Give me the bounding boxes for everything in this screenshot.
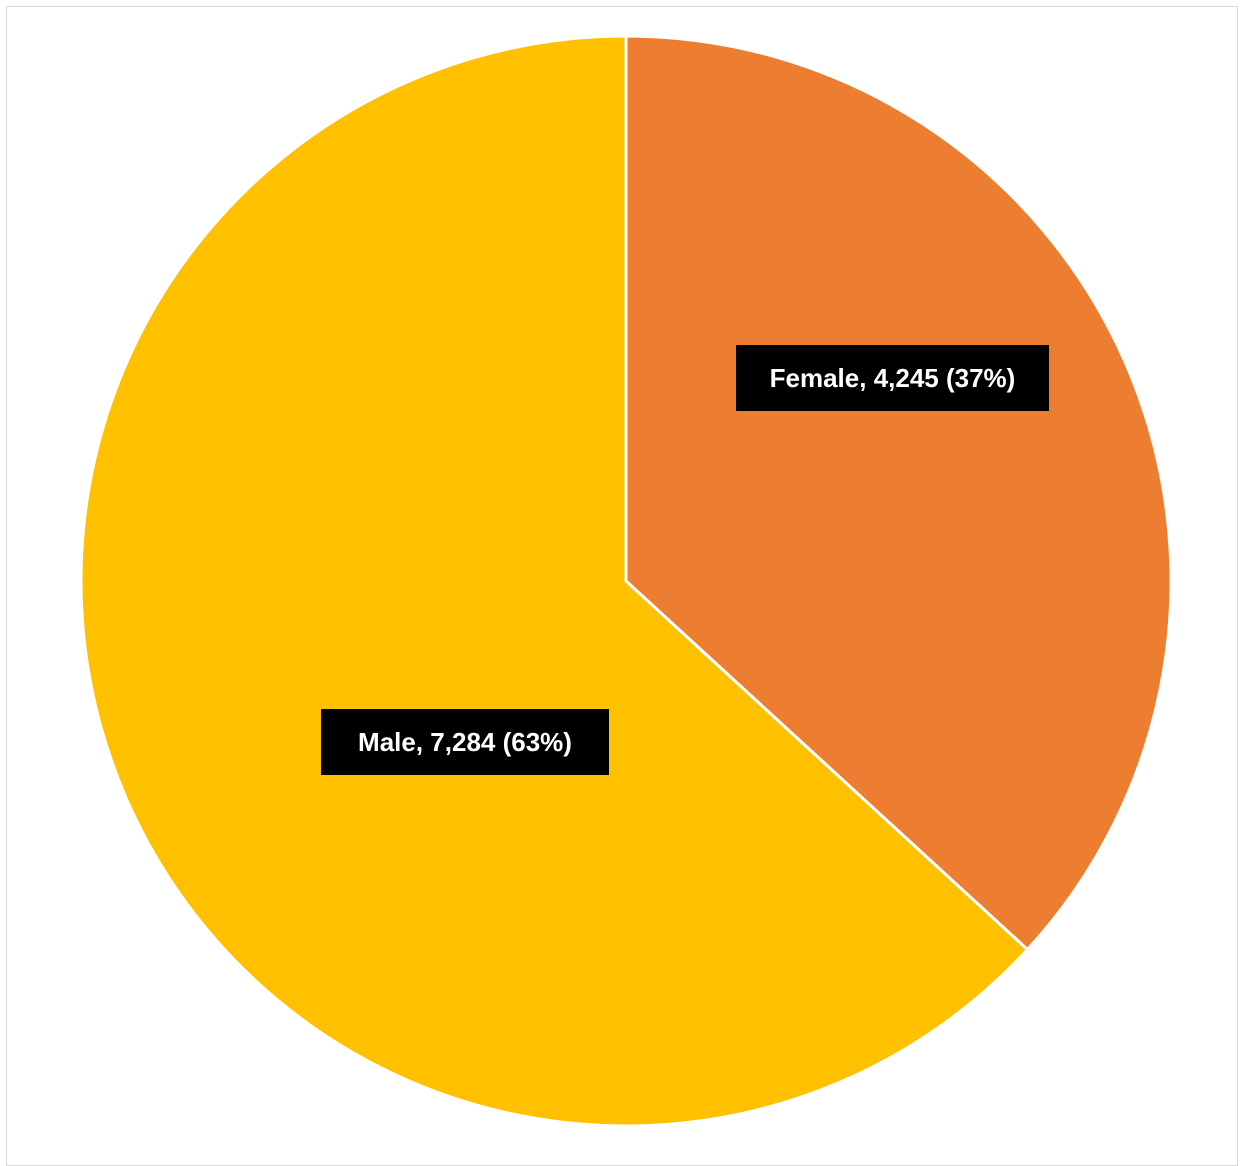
data-label-box bbox=[321, 709, 609, 775]
data-label-female: Female, 4,245 (37%) bbox=[736, 345, 1049, 411]
pie-slice-female bbox=[624, 34, 1173, 952]
data-label-text: Female, 4,245 (37%) bbox=[770, 363, 1016, 393]
data-label-text: Male, 7,284 (63%) bbox=[358, 727, 572, 757]
data-label-box bbox=[736, 345, 1049, 411]
pie-slices bbox=[79, 34, 1173, 1128]
data-label-male: Male, 7,284 (63%) bbox=[321, 709, 609, 775]
pie-data-labels: Female, 4,245 (37%) Male, 7,284 (63%) bbox=[321, 345, 1049, 775]
pie-slice-male bbox=[79, 34, 1029, 1128]
